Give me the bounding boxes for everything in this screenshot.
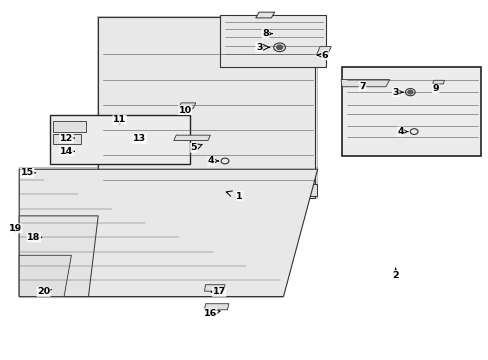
Text: 19: 19: [9, 224, 22, 233]
Text: 3: 3: [391, 87, 398, 96]
Text: 2: 2: [391, 270, 398, 279]
Polygon shape: [255, 12, 274, 18]
Polygon shape: [220, 15, 326, 67]
Circle shape: [276, 45, 282, 49]
Text: 18: 18: [27, 233, 41, 242]
Text: 17: 17: [212, 287, 225, 296]
Text: 7: 7: [359, 82, 365, 91]
Polygon shape: [19, 167, 317, 298]
Text: 4: 4: [396, 127, 403, 136]
Polygon shape: [19, 216, 98, 297]
Text: 15: 15: [21, 168, 34, 177]
Polygon shape: [50, 116, 189, 164]
Text: 12: 12: [60, 134, 73, 143]
Text: 8: 8: [262, 29, 268, 38]
Polygon shape: [173, 135, 210, 140]
Polygon shape: [432, 80, 444, 84]
Text: 16: 16: [203, 309, 217, 318]
Text: 9: 9: [431, 84, 438, 93]
Polygon shape: [98, 17, 315, 198]
Text: 6: 6: [321, 51, 327, 60]
Text: 4: 4: [207, 157, 214, 166]
Text: 10: 10: [178, 105, 191, 114]
Polygon shape: [204, 285, 224, 291]
Polygon shape: [19, 169, 317, 297]
Polygon shape: [19, 184, 316, 196]
Polygon shape: [53, 121, 86, 132]
Polygon shape: [19, 255, 71, 297]
Text: 3: 3: [255, 43, 262, 52]
Bar: [341, 67, 480, 156]
Circle shape: [407, 90, 412, 94]
Text: 1: 1: [236, 192, 243, 201]
Polygon shape: [340, 80, 389, 87]
Text: 13: 13: [133, 134, 146, 143]
Text: 5: 5: [190, 143, 197, 152]
Polygon shape: [178, 103, 195, 108]
Text: 14: 14: [60, 147, 73, 156]
Polygon shape: [53, 134, 81, 144]
Text: 20: 20: [37, 287, 50, 296]
Text: 11: 11: [113, 115, 126, 124]
Polygon shape: [204, 304, 228, 310]
Polygon shape: [97, 16, 316, 198]
Polygon shape: [316, 46, 330, 54]
